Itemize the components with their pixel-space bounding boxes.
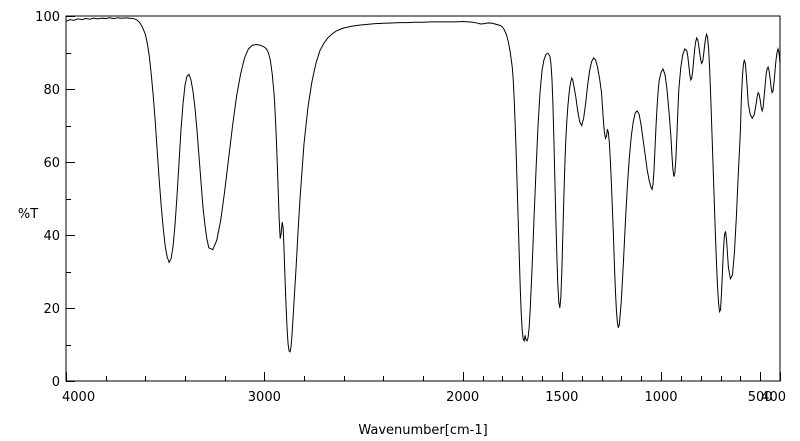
y-tick-label: 100 [35, 10, 60, 25]
y-tick-label: 80 [43, 83, 60, 98]
y-tick-label: 0 [52, 375, 60, 390]
y-tick-label: 20 [43, 302, 60, 317]
plot-frame [65, 15, 781, 382]
x-tick-label: 4000 [62, 390, 95, 405]
x-tick-label: 500 [748, 390, 773, 405]
spectrum-trace [65, 17, 781, 353]
x-tick-label: 400 [761, 390, 786, 405]
x-tick-label: 3000 [248, 390, 281, 405]
x-tick-label: 1500 [545, 390, 578, 405]
x-axis-title: Wavenumber[cm-1] [358, 423, 487, 438]
x-tick-label: 2000 [446, 390, 479, 405]
y-axis-ticks [66, 16, 75, 382]
x-axis-ticks [66, 372, 781, 381]
y-tick-label: 60 [43, 156, 60, 171]
y-tick-label: 40 [43, 229, 60, 244]
y-axis-title: %T [18, 207, 38, 222]
spectrum-trace-group [65, 17, 781, 353]
y-axis-tick-labels: 0 20 40 60 80 100 [35, 10, 60, 390]
x-tick-label: 1000 [644, 390, 677, 405]
